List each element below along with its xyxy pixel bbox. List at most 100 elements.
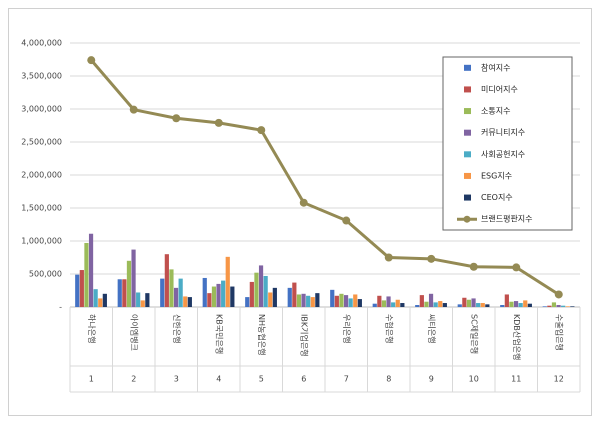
bar [136,292,141,307]
bar [527,303,532,307]
bar [330,289,335,307]
bar [160,278,165,307]
bar [570,306,575,307]
rank-label: 5 [259,375,264,384]
bar [245,297,250,307]
y-tick-label: 500,000 [29,270,62,279]
x-tick-label: KDB산업은행 [512,314,522,360]
bar [140,300,145,307]
legend-swatch [464,194,471,201]
bar [542,306,547,307]
y-tick-label: 3,000,000 [21,105,62,114]
x-tick-label: 우리은행 [342,314,352,343]
bar [301,293,306,307]
line-marker [299,198,308,207]
bar [391,302,396,307]
line-marker [554,290,563,299]
line-marker [512,263,521,272]
line-marker [172,114,181,123]
bar [263,275,268,307]
x-tick-label: 아이엠뱅크 [129,314,139,351]
bar [509,301,514,307]
rank-label: 4 [216,375,221,384]
bar [117,279,122,307]
bar [551,302,557,307]
x-tick-label: NH농협은행 [257,314,267,355]
bar [102,293,107,307]
bar [523,300,528,307]
bar [207,293,212,307]
bar [424,301,429,307]
bar [565,306,570,307]
bar [438,301,443,307]
bar [518,303,523,307]
line-marker [214,118,223,127]
line-marker [129,105,138,114]
bar [88,233,94,307]
bar [202,277,207,307]
line-marker [342,216,351,225]
legend-swatch [463,215,471,223]
rank-label: 9 [429,375,434,384]
bar [372,303,377,307]
x-tick-label: 하나은행 [87,314,97,343]
rank-label: 11 [511,375,521,384]
bar [292,282,297,307]
bar [221,280,226,307]
rank-label: 8 [386,375,391,384]
bar [457,304,462,307]
bar [348,298,353,307]
y-tick-label: 2,500,000 [21,138,62,147]
bar [343,295,349,307]
bar [400,303,405,307]
x-tick-label: SC제일은행 [469,314,479,354]
bar [225,256,230,307]
legend-label: 커뮤니티지수 [481,127,525,137]
legend-label: 브랜드평판지수 [481,214,533,224]
bar [216,283,221,307]
bar [513,301,519,307]
bar [480,303,485,307]
legend-label: 참여지수 [481,62,510,72]
bar [122,279,127,307]
legend-swatch [464,151,471,158]
bar [98,298,103,307]
x-tick-label: 씨티은행 [427,314,437,343]
bar [93,289,98,307]
bar [183,296,188,307]
bar [249,281,254,307]
bar [287,287,292,307]
bar [377,295,382,307]
y-tick-label: 2,000,000 [21,171,62,180]
bar [268,292,273,307]
bar [381,300,387,307]
bar [547,305,552,307]
line [90,59,560,296]
line-marker [257,126,266,135]
rank-label: 7 [344,375,349,384]
bar [296,294,302,307]
bar [187,297,192,307]
line-marker [384,253,393,262]
bar [561,305,566,307]
legend-label: 소통지수 [481,107,510,116]
bar [485,304,490,307]
y-tick-label: 4,000,000 [21,39,62,48]
legend-box [442,56,573,231]
bar [173,287,179,307]
bar [164,254,169,307]
bar [357,299,362,307]
bar [211,286,217,307]
y-tick-label: 3,500,000 [21,72,62,81]
y-tick-label: 1,000,000 [21,237,62,246]
bar [500,305,505,307]
bar [428,293,434,307]
y-tick-label: - [59,303,62,312]
bar [145,293,150,307]
line-marker [427,254,436,263]
x-tick-label: 수협은행 [384,314,394,343]
bar [353,294,358,307]
rank-label: 6 [301,375,306,384]
legend-label: 사회공헌지수 [481,150,525,159]
